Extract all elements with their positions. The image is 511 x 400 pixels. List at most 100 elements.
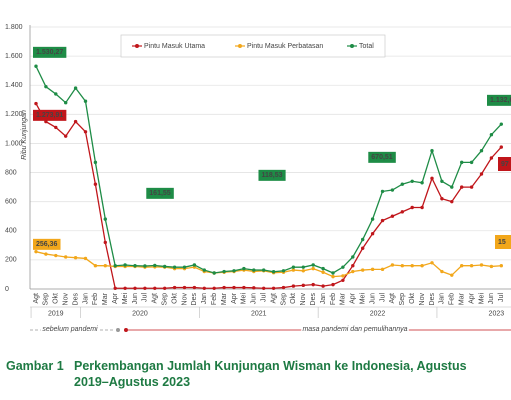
x-tick-label: Apr xyxy=(112,292,119,304)
data-point xyxy=(390,263,395,267)
x-tick-label: Feb xyxy=(330,293,337,305)
legend-box xyxy=(120,34,386,58)
x-tick-label: Des xyxy=(310,293,317,306)
value-label-group: 1.273,91 xyxy=(33,109,67,121)
data-point xyxy=(301,269,305,273)
data-point xyxy=(63,100,68,105)
data-point xyxy=(232,285,236,290)
data-point xyxy=(479,172,484,176)
period-dot xyxy=(124,328,128,332)
year-label: 2022 xyxy=(370,310,386,317)
data-point xyxy=(321,284,325,288)
caption: Gambar 1 Perkembangan Jumlah Kunjungan W… xyxy=(6,358,511,390)
x-tick-label: Mei xyxy=(360,293,367,305)
value-label: 256,36 xyxy=(36,241,58,248)
data-point xyxy=(143,264,147,268)
data-point xyxy=(341,274,345,278)
x-tick-label: Mar xyxy=(459,292,466,305)
value-label-group: 118,53 xyxy=(258,169,286,181)
value-label: 161,55 xyxy=(149,190,171,197)
period-label: sebelum pandemi xyxy=(42,326,98,333)
data-point xyxy=(73,256,78,260)
y-tick-label: 400 xyxy=(5,228,17,235)
y-tick-label: 1.400 xyxy=(5,82,23,89)
annotation-box xyxy=(498,157,511,171)
data-point xyxy=(410,205,414,210)
data-point xyxy=(380,218,385,223)
data-point xyxy=(73,86,78,90)
data-point xyxy=(192,285,197,290)
data-point xyxy=(361,268,365,272)
value-label: 1.530,27 xyxy=(36,49,63,56)
data-point xyxy=(281,285,286,290)
data-point xyxy=(44,252,48,256)
y-tick-label: 800 xyxy=(5,169,17,176)
data-point xyxy=(430,261,434,265)
data-point xyxy=(103,264,108,268)
data-point xyxy=(34,249,38,254)
x-tick-label: Sep xyxy=(43,293,50,306)
x-tick-label: Jan xyxy=(201,293,208,304)
x-tick-label: Sep xyxy=(280,293,287,306)
y-tick-label: 1.200 xyxy=(5,111,23,118)
data-point xyxy=(489,156,494,160)
value-label-box xyxy=(146,187,174,199)
data-point xyxy=(103,240,108,245)
data-point xyxy=(469,185,474,189)
x-tick-label: Feb xyxy=(449,293,456,305)
x-tick-label: Mar xyxy=(221,292,228,305)
data-point xyxy=(242,285,246,290)
y-tick-label: 0 xyxy=(5,286,9,293)
data-point xyxy=(123,286,127,290)
data-point xyxy=(460,264,464,268)
data-point xyxy=(301,265,305,269)
data-point xyxy=(262,286,266,290)
data-point xyxy=(351,269,355,274)
data-point xyxy=(163,264,167,269)
data-point xyxy=(133,264,137,268)
year-label: 2023 xyxy=(489,310,505,317)
x-tick-label: Okt xyxy=(290,293,297,304)
data-point xyxy=(311,282,315,287)
value-label: 1.132,6 xyxy=(490,97,511,104)
x-tick-label: Jan xyxy=(439,293,446,304)
series-line xyxy=(35,103,502,289)
value-label-box xyxy=(33,46,67,58)
data-point xyxy=(54,125,58,130)
data-point xyxy=(420,264,424,268)
x-tick-label: Mar xyxy=(340,292,347,305)
data-point xyxy=(242,266,246,271)
data-point xyxy=(450,185,454,189)
x-tick-label: Agt xyxy=(270,293,277,304)
data-point xyxy=(291,268,296,272)
data-point xyxy=(400,264,404,268)
data-point xyxy=(83,256,88,261)
data-point xyxy=(93,182,98,186)
data-point xyxy=(410,264,414,268)
data-point xyxy=(361,246,365,250)
x-tick-label: Jun xyxy=(251,293,258,304)
x-tick-label: Agt xyxy=(33,293,40,304)
x-tick-label: Okt xyxy=(53,293,60,304)
x-tick-label: Jun xyxy=(132,293,139,304)
data-point xyxy=(133,286,137,290)
value-label-box xyxy=(33,109,67,121)
data-point xyxy=(281,269,286,273)
value-label-group: 161,55 xyxy=(146,187,174,199)
x-tick-label: Apr xyxy=(231,292,238,304)
data-point xyxy=(143,286,147,290)
data-point xyxy=(182,285,187,290)
series-line xyxy=(35,65,502,274)
x-tick-label: Okt xyxy=(171,293,178,304)
data-point xyxy=(212,271,216,275)
legend-marker xyxy=(135,44,139,48)
data-point xyxy=(331,282,335,287)
data-point xyxy=(341,265,345,269)
y-tick-label: 1.600 xyxy=(5,53,23,60)
data-point xyxy=(202,268,206,272)
x-tick-label: Feb xyxy=(211,293,218,305)
value-label-group: 1.132,6 xyxy=(487,94,511,106)
data-point xyxy=(34,64,38,68)
data-point xyxy=(390,188,395,192)
data-point xyxy=(440,269,444,274)
